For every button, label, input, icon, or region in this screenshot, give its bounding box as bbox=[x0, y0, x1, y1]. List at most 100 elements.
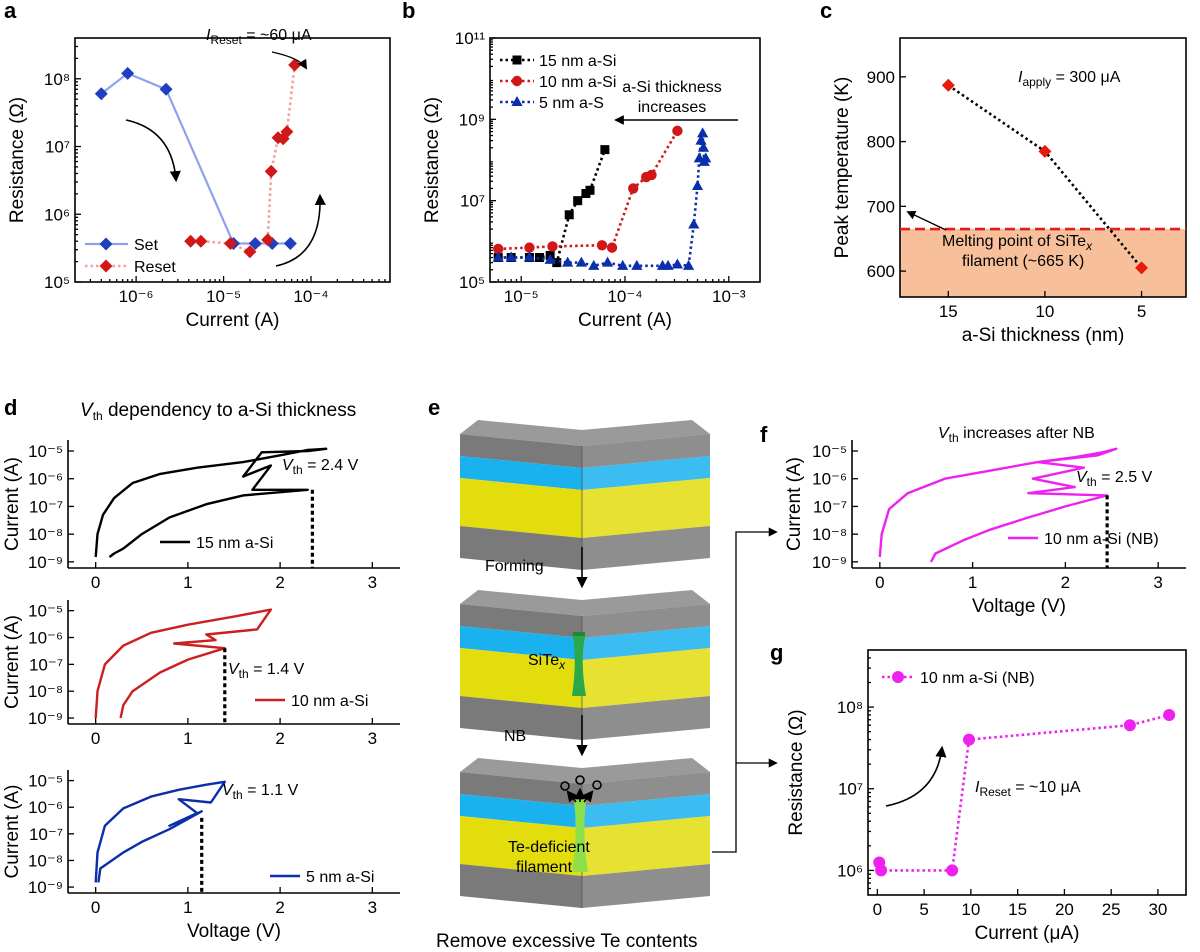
vth-label-1-rest: = 1.4 V bbox=[249, 661, 305, 678]
set-line bbox=[100, 72, 291, 245]
iv-curve-2 bbox=[94, 780, 226, 883]
legend-label-2: 5 nm a-S bbox=[539, 95, 604, 112]
reset-direction-arrow bbox=[275, 193, 326, 267]
te-deficient-filament bbox=[572, 800, 588, 872]
x-tick-label: 2 bbox=[275, 573, 284, 592]
y-tick-label: 10⁻⁶ bbox=[28, 629, 63, 648]
layer-left-0 bbox=[460, 604, 582, 638]
x-tick-label: 1 bbox=[183, 898, 192, 917]
layer-right-2 bbox=[582, 478, 710, 538]
nb-label: NB bbox=[504, 728, 526, 745]
vth-label-0: Vth = 2.4 V bbox=[282, 457, 359, 477]
y-tick-label: 10⁷ bbox=[460, 192, 485, 211]
block-top-face bbox=[460, 420, 710, 446]
temperature-point bbox=[941, 78, 955, 92]
layer-right-2 bbox=[582, 816, 710, 876]
x-axis-label: Current (A) bbox=[186, 310, 280, 331]
set-point bbox=[159, 82, 173, 96]
y-tick-label: 10⁻⁸ bbox=[812, 525, 847, 544]
y-tick-label: 10⁻⁷ bbox=[29, 825, 63, 844]
y-axis-label: Peak temperature (K) bbox=[832, 77, 853, 259]
series-point-2 bbox=[588, 259, 600, 270]
vth-label-nb-sub: th bbox=[1087, 475, 1097, 489]
y-tick-label: 10⁵ bbox=[459, 273, 485, 292]
vth-label-1-sub: th bbox=[239, 667, 249, 681]
x-tick-label: 15 bbox=[1008, 900, 1027, 919]
ireset-arrow bbox=[271, 51, 308, 70]
x-tick-label: 2 bbox=[275, 898, 284, 917]
layer-right-1 bbox=[582, 794, 710, 828]
vth-label-0-sub: th bbox=[293, 463, 303, 477]
sitex-filament bbox=[572, 636, 586, 696]
vth-label-2: Vth = 1.1 V bbox=[222, 782, 299, 802]
ireset-annotation-g-var: I bbox=[975, 779, 980, 796]
layer-left-3 bbox=[460, 864, 582, 908]
x-tick-label: 1 bbox=[183, 729, 192, 748]
chart-f: 0 1 2 3 10⁻⁹ 10⁻⁸ 10⁻⁷ 10⁻⁶ 10⁻⁵ Voltage (V) Curre… bbox=[784, 425, 1186, 617]
panel-label-c: c bbox=[820, 0, 832, 23]
series-point-2 bbox=[631, 259, 643, 270]
y-tick-label: 700 bbox=[867, 197, 895, 216]
layer-left-0 bbox=[460, 434, 582, 468]
y-tick-label: 10⁻⁶ bbox=[28, 798, 63, 817]
y-tick-label: 10⁻⁸ bbox=[28, 851, 63, 870]
vth-label-1-var: V bbox=[228, 661, 240, 678]
reset-point bbox=[261, 233, 275, 247]
series-point-2 bbox=[617, 259, 629, 270]
panel-label-d: d bbox=[4, 395, 17, 420]
panel-label-e: e bbox=[428, 395, 440, 420]
series-point-2 bbox=[697, 127, 709, 138]
vth-label-2-rest: = 1.1 V bbox=[243, 782, 299, 799]
x-tick-label: 0 bbox=[91, 729, 100, 748]
device-block-pristine bbox=[460, 420, 710, 570]
series-point-1 bbox=[493, 243, 504, 255]
vth-label-0-rest: = 2.4 V bbox=[303, 457, 359, 474]
melting-label-line2: filament (~665 K) bbox=[962, 253, 1084, 270]
series-point-0 bbox=[585, 185, 595, 195]
series-point-2 bbox=[700, 152, 712, 163]
layer-right-1 bbox=[582, 626, 710, 660]
x-tick-label: 0 bbox=[91, 573, 100, 592]
reset-point bbox=[184, 234, 198, 248]
series-point-0 bbox=[600, 145, 610, 155]
d-title: Vth dependency to a-Si thickness bbox=[80, 400, 356, 423]
thickness-annotation-line2: increases bbox=[638, 99, 706, 116]
series-point-2 bbox=[492, 251, 504, 262]
iapply-annotation-sub: apply bbox=[1022, 75, 1051, 89]
series-point-1 bbox=[524, 242, 535, 253]
reset-point bbox=[223, 237, 237, 251]
d-title-sub: th bbox=[93, 409, 103, 423]
iv-curve-0 bbox=[94, 447, 328, 558]
y-tick-label: 10⁷ bbox=[45, 138, 70, 157]
x-tick-label: 10⁻³ bbox=[712, 287, 746, 306]
device-block-nb bbox=[460, 758, 710, 908]
series-point-1 bbox=[596, 240, 608, 251]
series-point-1 bbox=[606, 242, 618, 253]
series-point-2 bbox=[671, 258, 684, 269]
panel-label-f: f bbox=[760, 422, 768, 447]
legend-label-nb: 10 nm a-Si (NB) bbox=[1044, 531, 1159, 548]
x-axis-label: Voltage (V) bbox=[972, 596, 1066, 617]
series-point-0 bbox=[573, 196, 583, 206]
resistance-point bbox=[963, 733, 976, 746]
vth-label-0-var: V bbox=[282, 457, 294, 474]
temperature-point bbox=[1038, 144, 1052, 158]
x-axis-label: Current (μA) bbox=[975, 923, 1080, 944]
y-tick-label: 10⁻⁵ bbox=[28, 442, 63, 461]
x-tick-label: 10⁻⁵ bbox=[206, 287, 241, 306]
x-tick-label: 10⁻⁵ bbox=[504, 287, 539, 306]
plot-frame bbox=[899, 37, 1187, 298]
y-axis-label: Resistance (Ω) bbox=[422, 97, 443, 223]
series-point-2 bbox=[691, 179, 704, 190]
x-tick-label: 1 bbox=[968, 573, 977, 592]
series-line-2 bbox=[498, 133, 707, 268]
melting-label-line1: Melting point of SiTex bbox=[942, 233, 1093, 253]
layer-right-3 bbox=[582, 526, 710, 570]
y-tick-label: 10⁻⁷ bbox=[29, 655, 63, 674]
chart-g: 0 5 10 15 20 25 30 10⁶ 10⁷ 10⁸ Current (μA) Resista… bbox=[786, 649, 1187, 944]
plot-frame bbox=[867, 649, 1187, 896]
layer-left-1 bbox=[460, 626, 582, 660]
reset-line bbox=[190, 64, 296, 254]
layer-right-0 bbox=[582, 434, 710, 468]
y-axis-label: Current (A) bbox=[2, 785, 23, 879]
